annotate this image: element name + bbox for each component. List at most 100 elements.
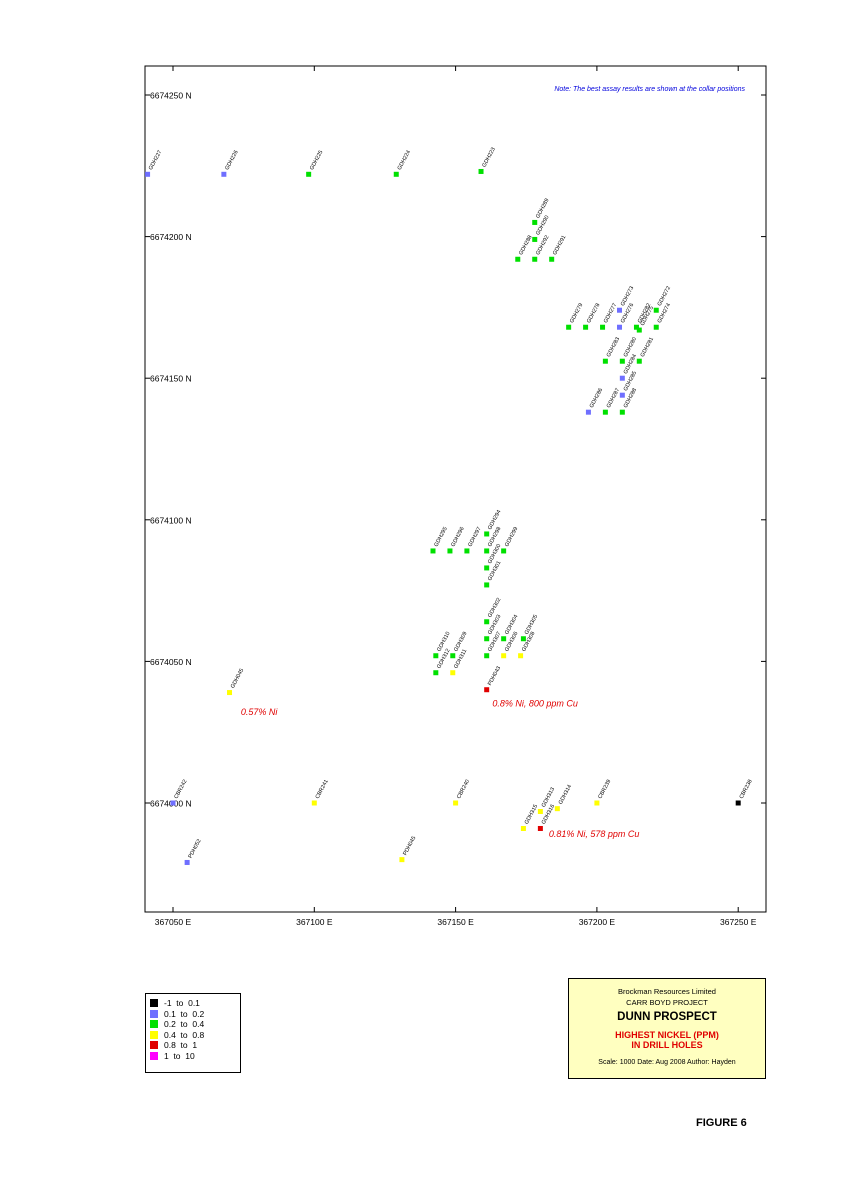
collar-label: GDH302 [487,597,502,619]
drill-collar: GDH287 [602,387,621,415]
legend-label: 0.1 to 0.2 [164,1008,205,1019]
drill-collar: GDH291 [549,234,567,262]
collar-marker [653,307,659,313]
drill-collar: GDH288 [619,387,638,415]
collar-marker [554,806,560,812]
legend-item: 0.8 to 1 [150,1040,240,1051]
collar-label: GDH277 [603,302,618,324]
easting-label: 367200 E [579,917,616,927]
company-name: Brockman Resources Limited [618,987,716,996]
collar-marker [653,324,659,330]
easting-label: 367100 E [296,917,333,927]
drill-collar: GDH299 [501,526,519,554]
legend-swatch [150,1020,158,1029]
drill-collar: GDH281 [636,336,655,364]
collar-label: GDH294 [487,509,502,531]
drill-collar: GDH045 [227,668,245,696]
drill-collar: GDH277 [600,302,618,330]
collar-marker [433,670,439,676]
collar-marker [306,171,312,177]
collar-label: GDH224 [397,150,412,172]
collar-marker [566,324,572,330]
collar-marker [501,653,507,659]
legend-label: 1 to 10 [164,1050,195,1061]
map-subtitle: HIGHEST NICKEL (PPM) IN DRILL HOLES [569,1030,765,1050]
drill-collar: CBR239 [594,779,612,806]
collar-label: GDH309 [453,631,468,653]
map-subtitle-line2: IN DRILL HOLES [631,1040,703,1050]
collar-label: GDH292 [535,234,550,256]
collar-marker [537,825,543,831]
collar-marker [393,171,399,177]
collar-marker [537,808,543,814]
collar-marker [520,825,526,831]
collar-marker [583,324,589,330]
drill-collar: PDH045 [399,835,417,863]
collar-label: GDH281 [640,336,655,358]
collar-label: GDH313 [541,787,556,809]
collar-label: CBR239 [597,779,612,800]
easting-label: 367150 E [437,917,474,927]
collar-label: GDH280 [623,336,638,358]
collar-label: GDH296 [450,526,465,548]
drill-collar: GDH286 [585,387,604,415]
drill-collar: GDH225 [306,150,324,177]
collar-marker [585,409,591,415]
collar-label: CBR242 [173,779,188,800]
collar-label: GDH295 [433,526,448,548]
collar-label: GDH045 [230,668,245,690]
collar-label: CBR240 [456,779,471,800]
legend-item: 0.4 to 0.8 [150,1030,240,1041]
collar-marker [145,171,151,177]
collar-label: GDH299 [504,526,519,548]
collar-marker [184,859,190,865]
legend-label: -1 to 0.1 [164,998,200,1009]
drill-collar: GDH306 [501,631,519,659]
legend-swatch [150,1041,158,1050]
collar-label: GDH310 [436,631,451,653]
collar-marker [484,531,490,537]
collar-marker [399,857,405,863]
legend-label: 0.2 to 0.4 [164,1019,205,1030]
collar-marker [484,548,490,554]
drill-collar: GDH278 [583,302,601,330]
collar-label: GDH273 [620,285,635,307]
collar-marker [170,800,176,806]
title-block-footer: Scale: 1000 Date: Aug 2008 Author: Hayde… [598,1059,736,1066]
collar-marker [484,582,490,588]
drill-collar: GDH301 [484,560,503,588]
assay-annotation: 0.57% Ni [241,707,279,717]
drill-collar: GDH224 [393,150,412,177]
collar-marker [450,670,456,676]
collar-label: CBR238 [739,779,754,800]
drill-collar: PDH043 [484,665,502,693]
collar-marker [515,256,521,262]
collar-marker [532,236,538,242]
collar-marker [619,375,625,381]
assay-annotation: 0.81% Ni, 578 ppm Cu [549,829,640,839]
collar-label: GDH314 [558,784,573,806]
northing-label: 6674100 N [150,515,192,525]
drill-collar: GDH296 [447,526,466,554]
drill-collar: GDH316 [537,804,556,831]
legend-item: 1 to 10 [150,1051,240,1062]
collar-label: GDH283 [606,336,621,358]
legend-swatch [150,1030,158,1039]
northing-label: 6674250 N [150,91,192,101]
collar-marker [464,548,470,554]
drill-collar: PDH052 [184,838,203,865]
collar-label: CBR241 [315,779,330,800]
collar-marker [600,324,606,330]
collar-marker [484,636,490,642]
drill-collar: CBR238 [735,779,754,806]
drill-collar: CBR240 [453,779,471,806]
collar-marker [617,324,623,330]
collar-marker [549,256,555,262]
collar-label: GDH278 [586,302,601,324]
collar-marker [478,168,484,174]
drill-collar: GDH295 [430,526,449,554]
collar-marker [594,800,600,806]
collar-label: GDH297 [467,526,482,548]
collar-label: GDH223 [482,147,497,169]
